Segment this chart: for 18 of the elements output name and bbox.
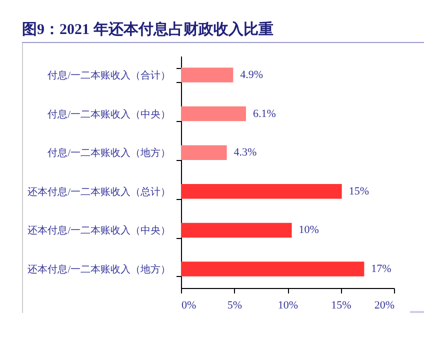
data-label: 4.9% <box>240 69 264 82</box>
chart-title: 图9：2021 年还本付息占财政收入比重 <box>22 0 424 43</box>
x-tick-label: 0% <box>182 300 196 312</box>
data-label: 6.1% <box>252 108 276 120</box>
y-tick-label: 付息/一二本账收入（中央） <box>48 108 170 120</box>
data-label: 4.3% <box>234 146 257 159</box>
data-label: 15% <box>348 185 369 198</box>
y-tick-label: 还本付息/一二本账收入（中央） <box>28 224 170 237</box>
x-tick-label: 10% <box>278 300 298 312</box>
data-label: 17% <box>371 262 392 275</box>
x-tick-label: 15% <box>331 300 352 312</box>
data-label: 10% <box>298 224 319 236</box>
x-tick-label: 5% <box>227 300 242 312</box>
y-tick-label: 还本付息/一二本账收入（地方） <box>28 263 170 276</box>
x-tick-label: 20% <box>374 300 394 312</box>
y-tick-label: 还本付息/一二本账收入（总计） <box>28 186 170 198</box>
y-tick-label: 付息/一二本账收入（地方） <box>48 147 170 160</box>
y-tick-label: 付息/一二本账收入（合计） <box>48 70 170 82</box>
